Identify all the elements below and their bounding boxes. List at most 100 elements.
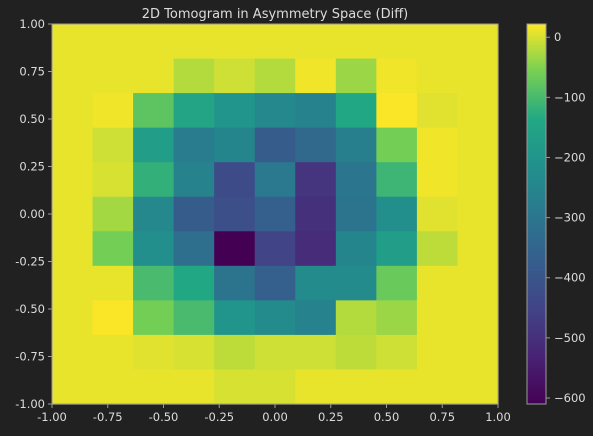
heatmap-cell bbox=[214, 93, 256, 129]
heatmap-cell bbox=[52, 300, 94, 336]
heatmap-cell bbox=[376, 231, 418, 267]
heatmap-cell bbox=[214, 162, 256, 198]
heatmap-cell bbox=[457, 334, 499, 371]
heatmap-cell bbox=[173, 127, 215, 163]
heatmap-cell bbox=[173, 93, 215, 129]
heatmap-cell bbox=[173, 58, 215, 94]
heatmap-cell bbox=[133, 162, 175, 198]
colorbar-ticks: 0 −100 −200 −300 −400 −500 −600 bbox=[546, 30, 586, 405]
heatmap-cell bbox=[376, 93, 418, 129]
heatmap-cell bbox=[457, 127, 499, 163]
heatmap-cell bbox=[376, 127, 418, 163]
x-tick-label: -0.50 bbox=[149, 410, 179, 424]
heatmap-cell bbox=[52, 93, 94, 129]
heatmap-cell bbox=[52, 369, 94, 405]
heatmap-cell bbox=[52, 162, 94, 198]
heatmap-cell bbox=[335, 334, 377, 371]
heatmap-cell bbox=[335, 58, 377, 94]
heatmap-cell bbox=[295, 369, 337, 405]
heatmap-cell bbox=[376, 58, 418, 94]
heatmap-cell bbox=[416, 300, 459, 336]
heatmap-cell bbox=[416, 265, 459, 301]
y-tick-label: -0.75 bbox=[15, 350, 45, 364]
heatmap-cell bbox=[173, 162, 215, 198]
y-tick-label: -1.00 bbox=[15, 397, 45, 411]
heatmap-cell bbox=[295, 196, 337, 232]
heatmap-cell bbox=[254, 334, 296, 371]
heatmap-cell bbox=[254, 162, 296, 198]
x-axis: -1.00 -0.75 -0.50 -0.25 0.00 0.25 0.50 0.75 1.00 bbox=[37, 404, 511, 424]
y-tick-label: 0.25 bbox=[19, 160, 45, 174]
colorbar-tick-label: −500 bbox=[554, 331, 586, 345]
heatmap-cell bbox=[133, 196, 175, 232]
x-tick-label: 0.50 bbox=[374, 410, 400, 424]
heatmap-cell bbox=[457, 231, 499, 267]
heatmap-cell bbox=[295, 127, 337, 163]
y-tick-label: -0.50 bbox=[15, 302, 45, 316]
heatmap-cell bbox=[173, 369, 215, 405]
heatmap-cell bbox=[133, 334, 175, 371]
heatmap-cell bbox=[52, 265, 94, 301]
heatmap-cell bbox=[335, 265, 377, 301]
heatmap-cell bbox=[254, 93, 296, 129]
heatmap-cell bbox=[254, 24, 296, 60]
heatmap-cell bbox=[335, 93, 377, 129]
x-tick-label: 0.00 bbox=[262, 410, 288, 424]
heatmap-cell bbox=[92, 334, 134, 371]
y-axis: 1.00 0.75 0.50 0.25 0.00 -0.25 -0.50 -0.75 -1.00 bbox=[15, 17, 52, 411]
heatmap-cell bbox=[133, 300, 175, 336]
heatmap-cell bbox=[416, 127, 459, 163]
heatmap-cell bbox=[214, 127, 256, 163]
heatmap-cell bbox=[133, 24, 175, 60]
heatmap-cell bbox=[214, 369, 256, 405]
heatmap-cell bbox=[92, 369, 134, 405]
heatmap-cell bbox=[92, 58, 134, 94]
heatmap-cell bbox=[376, 369, 418, 405]
heatmap-cell bbox=[295, 24, 337, 60]
heatmap-cell bbox=[52, 334, 94, 371]
heatmap-cell bbox=[295, 231, 337, 267]
heatmap-cell bbox=[214, 24, 256, 60]
heatmap-cell bbox=[52, 231, 94, 267]
heatmap-cell bbox=[214, 231, 256, 267]
heatmap-cell bbox=[254, 196, 296, 232]
heatmap-cell bbox=[376, 196, 418, 232]
heatmap-cell bbox=[173, 334, 215, 371]
heatmap-cell bbox=[52, 58, 94, 94]
x-tick-label: -0.25 bbox=[204, 410, 234, 424]
heatmap-cell bbox=[214, 265, 256, 301]
heatmap-cell bbox=[214, 196, 256, 232]
colorbar-tick-label: −200 bbox=[554, 150, 586, 164]
heatmap-cell bbox=[295, 334, 337, 371]
heatmap-cell bbox=[52, 24, 94, 60]
heatmap-cell bbox=[173, 196, 215, 232]
heatmap-cell bbox=[416, 58, 459, 94]
heatmap-cell bbox=[416, 24, 459, 60]
heatmap-cell bbox=[92, 127, 134, 163]
heatmap-cell bbox=[214, 334, 256, 371]
heatmap-cell bbox=[173, 24, 215, 60]
heatmap-cell bbox=[92, 24, 134, 60]
heatmap-cell bbox=[376, 162, 418, 198]
heatmap-cell bbox=[416, 369, 459, 405]
heatmap-cell bbox=[335, 369, 377, 405]
colorbar-tick-label: −100 bbox=[554, 90, 586, 104]
heatmap-cell bbox=[214, 300, 256, 336]
heatmap-cell bbox=[295, 300, 337, 336]
colorbar bbox=[526, 23, 547, 405]
heatmap-cell bbox=[376, 300, 418, 336]
heatmap-cell bbox=[335, 231, 377, 267]
heatmap-cell bbox=[335, 196, 377, 232]
heatmap-cell bbox=[173, 265, 215, 301]
heatmap-cell bbox=[173, 300, 215, 336]
colorbar-tick-label: 0 bbox=[554, 30, 561, 44]
heatmap-cell bbox=[376, 24, 418, 60]
heatmap-cell bbox=[457, 58, 499, 94]
heatmap-cell bbox=[133, 58, 175, 94]
heatmap-cell bbox=[133, 127, 175, 163]
y-tick-label: -0.25 bbox=[15, 255, 45, 269]
heatmap-cell bbox=[92, 162, 134, 198]
heatmap-cell bbox=[92, 196, 134, 232]
heatmap-cell bbox=[416, 162, 459, 198]
